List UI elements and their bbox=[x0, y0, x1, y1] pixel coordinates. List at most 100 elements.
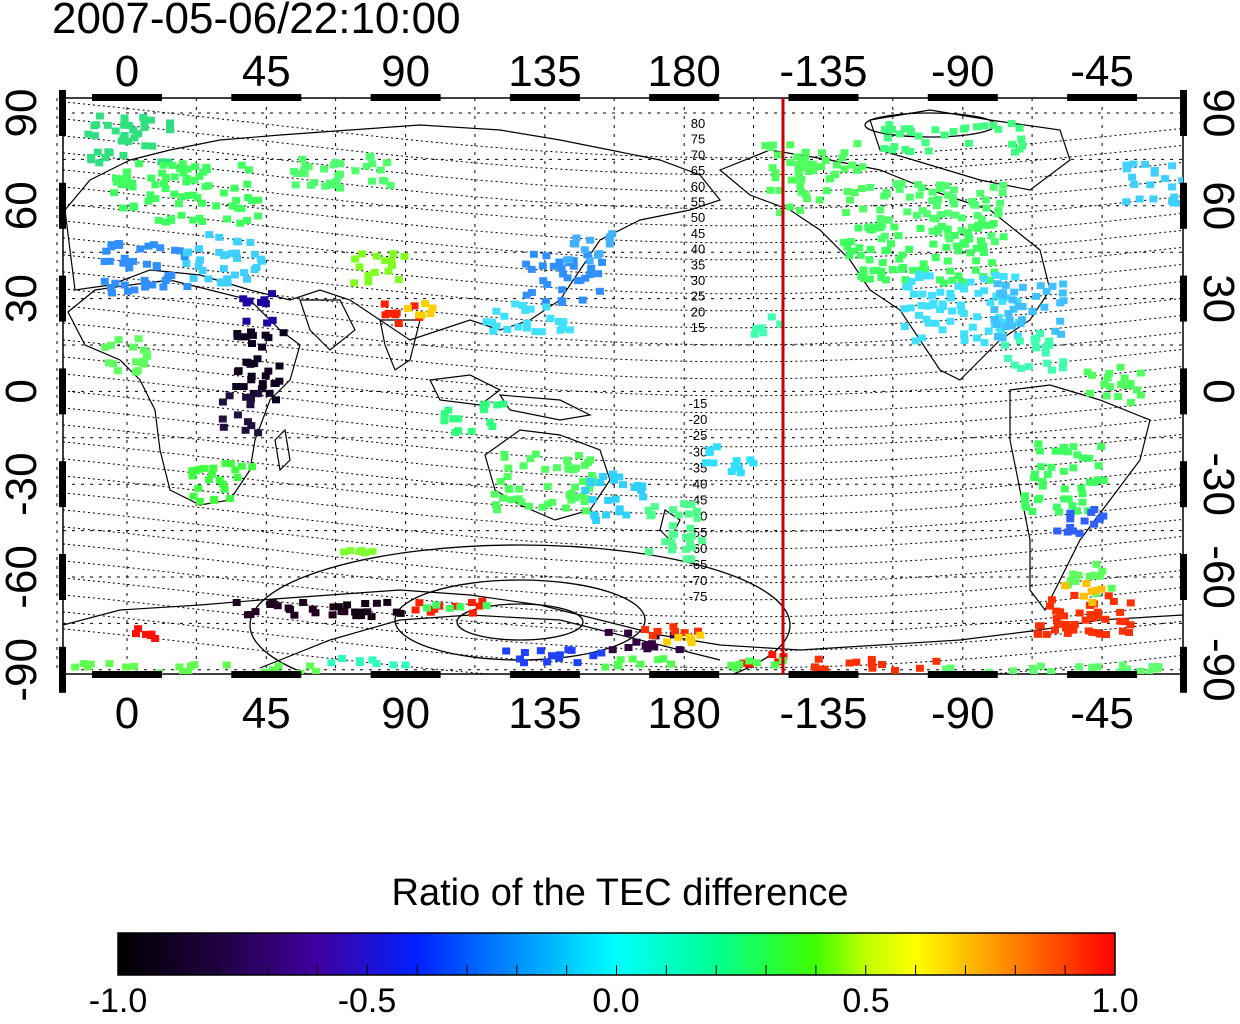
tec-pixel bbox=[885, 121, 894, 129]
tec-pixel bbox=[667, 538, 676, 546]
tec-pixel bbox=[226, 495, 234, 502]
tec-pixel bbox=[990, 306, 999, 314]
tec-pixel bbox=[1078, 498, 1087, 506]
tec-pixel bbox=[943, 191, 952, 199]
tec-pixel bbox=[1069, 464, 1078, 472]
tec-pixel bbox=[237, 462, 246, 470]
tec-pixel bbox=[440, 410, 449, 418]
tec-pixel bbox=[1053, 620, 1062, 628]
tec-pixel bbox=[261, 331, 270, 339]
tec-pixel bbox=[538, 262, 547, 270]
tec-pixel bbox=[1001, 341, 1009, 349]
tec-pixel bbox=[108, 289, 116, 297]
tec-pixel bbox=[548, 498, 557, 506]
tec-pixel bbox=[594, 270, 602, 278]
tec-pixel bbox=[234, 238, 243, 246]
tec-pixel bbox=[242, 317, 251, 325]
tec-pixel bbox=[360, 549, 369, 557]
tec-pixel bbox=[95, 159, 104, 167]
tec-pixel bbox=[667, 660, 675, 668]
tec-pixel bbox=[130, 286, 139, 294]
tec-pixel bbox=[1060, 485, 1069, 493]
tec-pixel bbox=[883, 246, 892, 254]
tec-pixel bbox=[526, 305, 535, 313]
tec-pixel bbox=[727, 468, 736, 475]
tec-pixel bbox=[499, 400, 508, 408]
tec-pixel bbox=[587, 472, 596, 479]
tec-pixel bbox=[1073, 451, 1082, 459]
tec-pixel bbox=[364, 271, 373, 279]
tec-pixel bbox=[906, 304, 915, 312]
map-frame bbox=[62, 97, 1184, 675]
tec-pixel bbox=[818, 149, 826, 157]
tec-pixel bbox=[212, 202, 221, 210]
tec-pixel bbox=[346, 547, 355, 555]
tec-pixel bbox=[814, 666, 822, 674]
tec-pixel bbox=[273, 602, 282, 610]
contour-line bbox=[63, 356, 1183, 414]
tec-pixel bbox=[515, 485, 524, 493]
tec-pixel bbox=[917, 302, 926, 310]
top-lon-label: 45 bbox=[242, 47, 291, 96]
axis-tick-bar bbox=[1180, 275, 1187, 322]
tec-pixel bbox=[687, 501, 696, 508]
tec-pixel bbox=[368, 160, 377, 168]
tec-pixel bbox=[189, 492, 198, 500]
tec-pixel bbox=[972, 257, 981, 265]
tec-pixel bbox=[1057, 330, 1066, 338]
tec-pixel bbox=[687, 635, 695, 643]
tec-pixel bbox=[1043, 359, 1052, 367]
tec-pixel bbox=[1088, 371, 1096, 379]
tec-pixel bbox=[951, 211, 960, 219]
tec-pixel bbox=[363, 608, 372, 616]
tec-pixel bbox=[852, 658, 861, 666]
tec-pixel bbox=[999, 273, 1008, 280]
tec-pixel bbox=[979, 249, 988, 256]
bottom-lon-label: 135 bbox=[508, 689, 581, 738]
tec-pixel bbox=[1132, 386, 1141, 394]
tec-pixel bbox=[572, 234, 581, 242]
tec-pixel bbox=[1058, 364, 1067, 372]
tec-pixel bbox=[100, 277, 109, 285]
tec-pixel bbox=[581, 274, 590, 282]
tec-pixel bbox=[233, 368, 242, 376]
tec-pixel bbox=[321, 182, 330, 190]
tec-pixel bbox=[1116, 617, 1125, 625]
tec-pixel bbox=[1105, 369, 1114, 377]
tec-pixel bbox=[118, 175, 127, 183]
tec-pixel bbox=[1069, 527, 1078, 535]
tec-pixel bbox=[616, 656, 625, 664]
tec-pixel bbox=[327, 659, 336, 667]
tec-pixel bbox=[1035, 494, 1044, 502]
tec-pixel bbox=[980, 339, 989, 347]
tec-pixel bbox=[1058, 447, 1067, 455]
tec-pixel bbox=[372, 599, 381, 607]
tec-pixel bbox=[1075, 529, 1084, 537]
tec-pixel bbox=[988, 259, 997, 267]
contour-line bbox=[63, 492, 1183, 550]
axis-tick-bar bbox=[92, 671, 162, 678]
tec-pixel bbox=[543, 500, 552, 508]
tec-pixel bbox=[539, 277, 548, 285]
tec-pixel bbox=[122, 121, 131, 129]
right-lat-label: -90 bbox=[1194, 638, 1240, 702]
tec-pixel bbox=[636, 486, 645, 494]
tec-pixel bbox=[641, 626, 650, 634]
tec-pixel bbox=[114, 240, 123, 247]
tec-pixel bbox=[794, 167, 803, 175]
tec-pixel bbox=[517, 498, 526, 506]
tec-pixel bbox=[260, 296, 269, 304]
tec-pixel bbox=[536, 647, 545, 655]
contour-line bbox=[63, 152, 1183, 210]
map-axes: 0 45 90 135 180 -135 -90 -45 0 45 90 135 180 -135 -90 -… bbox=[0, 47, 1240, 738]
tec-pixel bbox=[946, 664, 955, 672]
tec-pixel bbox=[233, 411, 242, 419]
tec-pixel bbox=[114, 336, 123, 344]
tec-pixel bbox=[982, 221, 991, 229]
tec-pixel bbox=[1001, 281, 1010, 289]
contour-line bbox=[63, 441, 1183, 499]
tec-pixel bbox=[701, 459, 710, 467]
tec-pixel bbox=[986, 298, 995, 306]
tec-pixel bbox=[367, 613, 376, 621]
tec-pixel bbox=[350, 279, 359, 287]
